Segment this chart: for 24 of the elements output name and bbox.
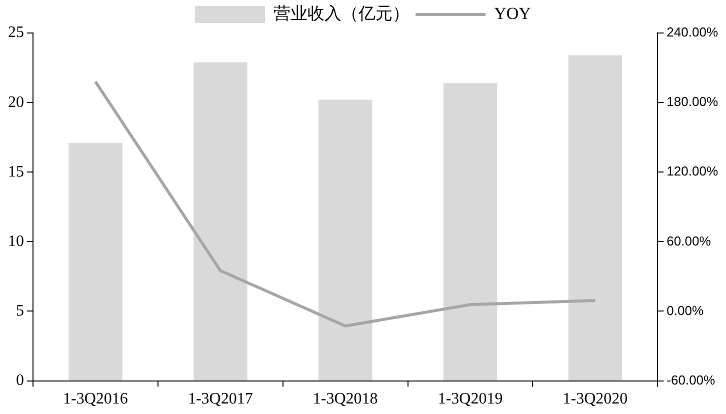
y2-tick-label: 180.00% xyxy=(666,94,718,110)
y2-tick-label: 120.00% xyxy=(666,164,718,179)
y-tick-label: 20 xyxy=(8,94,24,111)
x-tick-label: 1-3Q2016 xyxy=(63,390,128,408)
y-tick-label: 10 xyxy=(8,232,24,250)
bar xyxy=(443,83,498,380)
y-tick-label: 15 xyxy=(8,163,24,180)
y2-tick-label: 240.00% xyxy=(666,24,718,40)
legend-label: YOY xyxy=(494,4,531,23)
bar xyxy=(68,142,122,380)
x-tick-label: 1-3Q2018 xyxy=(312,390,378,408)
y2-tick-label: -60.00% xyxy=(666,372,716,388)
bar xyxy=(568,55,622,380)
bar xyxy=(318,100,372,380)
x-tick-label: 1-3Q2020 xyxy=(562,390,628,408)
y-tick-label: 25 xyxy=(8,24,24,42)
y-tick-label: 0 xyxy=(16,372,24,390)
y-tick-label: 5 xyxy=(16,302,24,320)
y2-tick-label: 0.00% xyxy=(666,302,704,318)
x-tick-label: 1-3Q2017 xyxy=(188,390,253,408)
x-tick-label: 1-3Q2019 xyxy=(438,390,503,408)
bar xyxy=(194,62,248,380)
y2-tick-label: 60.00% xyxy=(666,233,712,248)
legend-label: 营业收入（亿元） xyxy=(274,4,410,23)
